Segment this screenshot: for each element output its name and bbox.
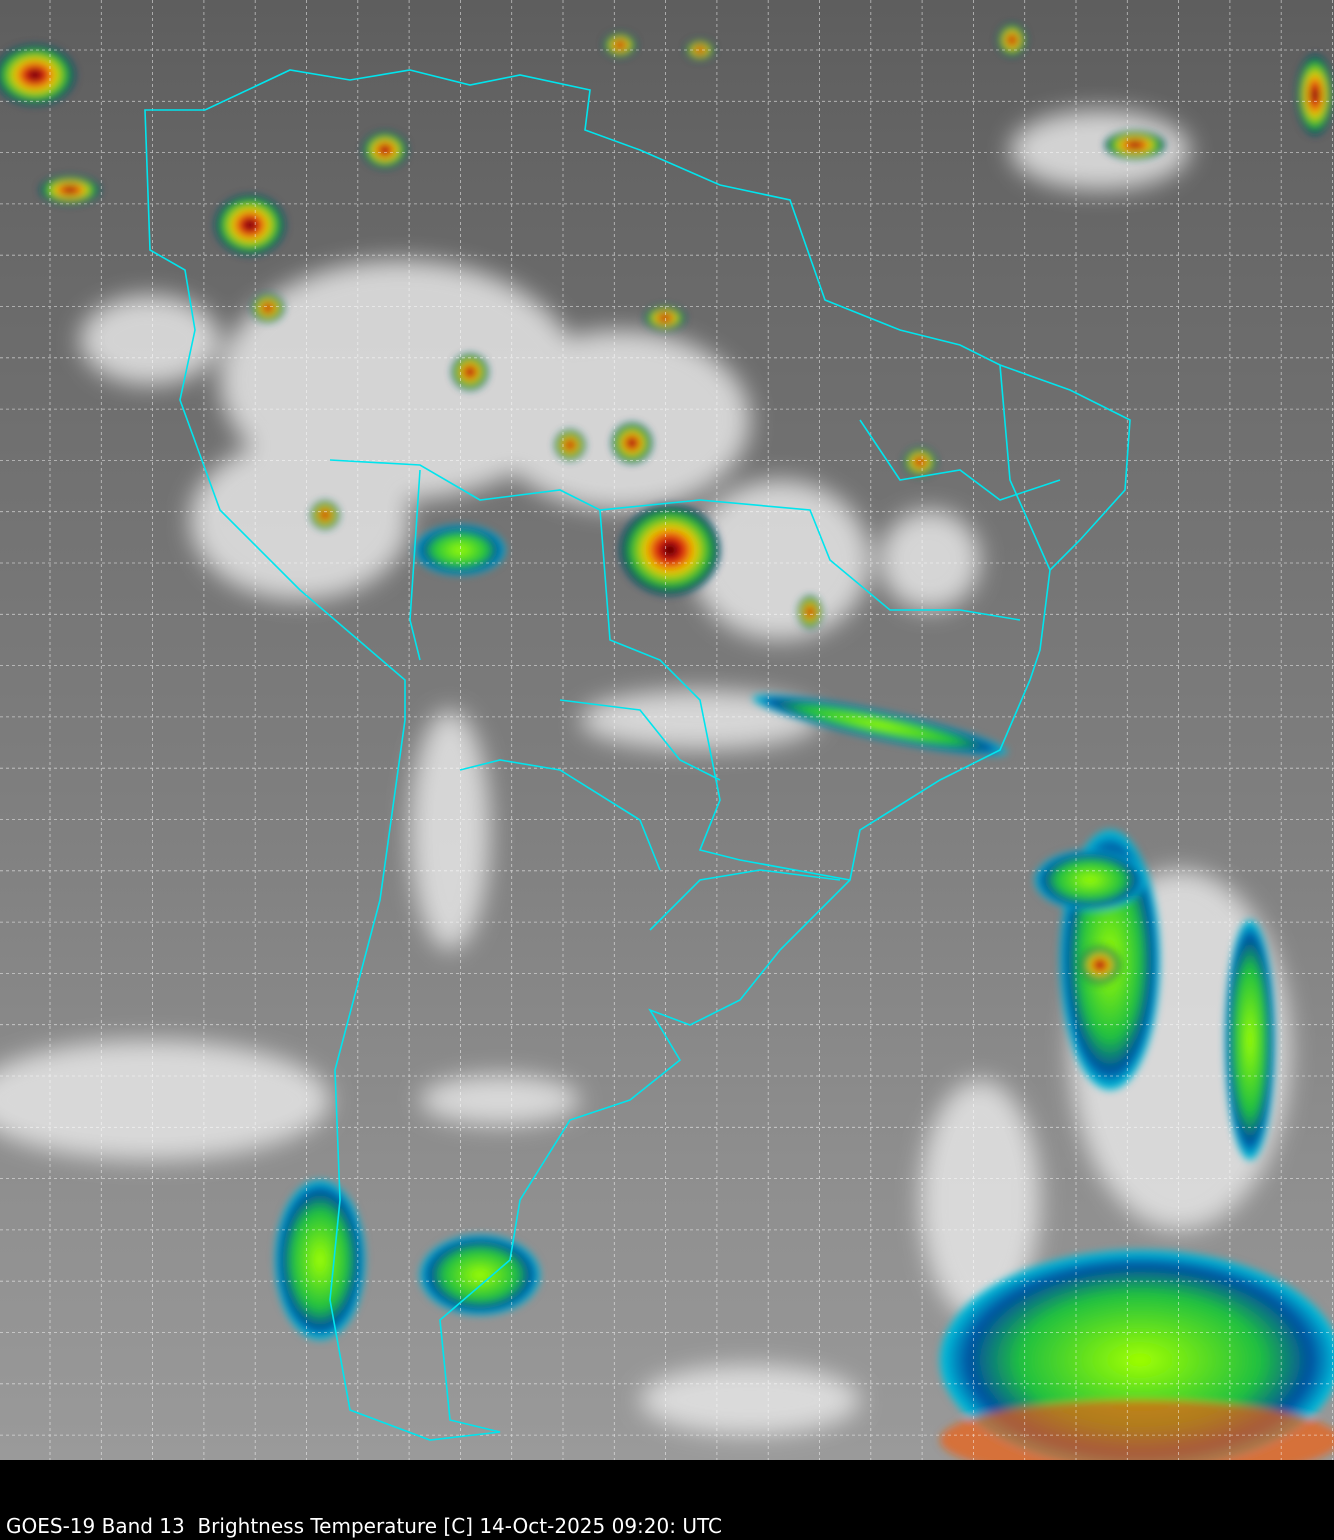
satellite-image [0,0,1334,1460]
south-america-coastline [144,69,1131,1441]
cold-cloud-tops [275,525,1334,1460]
country-borders [144,69,1131,1441]
convective-storms [0,24,1333,983]
internal-borders [329,364,1061,931]
cloud-cover [0,110,1290,1435]
lat-lon-grid [0,0,1334,1460]
image-caption: GOES-19 Band 13 Brightness Temperature [… [6,1514,722,1538]
